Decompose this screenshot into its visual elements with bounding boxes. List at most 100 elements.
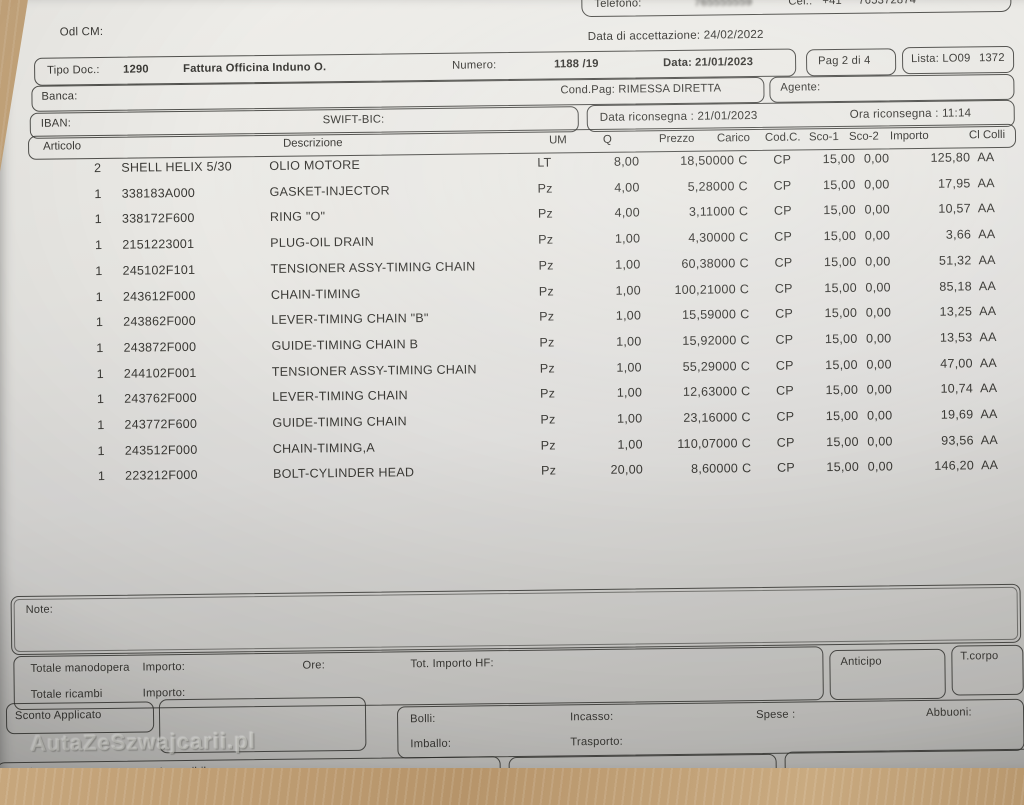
cell-colli: AA [978, 201, 995, 215]
numero-label: Numero: [452, 59, 496, 72]
cell-importo: 93,56 [887, 433, 974, 448]
cell-q: 1,00 [589, 309, 641, 324]
cell-colli: AA [981, 458, 998, 472]
cell-code: 243862F000 [123, 314, 196, 329]
cell-q: 1,00 [591, 437, 643, 452]
note-label: Note: [26, 604, 53, 616]
tot-importo-hf-label: Tot. Importo HF: [410, 657, 494, 670]
col-carico: Carico [717, 132, 750, 144]
cell-carico: C [742, 461, 751, 475]
cell-desc: GASKET-INJECTOR [270, 183, 390, 198]
cell-sco1: 15,00 [805, 280, 857, 295]
cel-value: 765372874 [858, 0, 916, 7]
cell-um: Pz [539, 284, 554, 298]
cell-desc: CHAIN-TIMING [271, 286, 361, 301]
telefono-value: 765555559 [694, 0, 752, 9]
cell-qty: 1 [54, 212, 102, 227]
cell-colli: AA [979, 279, 996, 293]
cell-um: Pz [540, 412, 555, 426]
cell-code: 243772F600 [124, 417, 197, 432]
cell-q: 8,00 [587, 154, 639, 169]
cell-qty: 1 [55, 264, 103, 279]
cell-carico: C [740, 282, 749, 296]
cell-colli: AA [978, 227, 995, 241]
cell-importo: 85,18 [885, 279, 972, 294]
cell-sco1: 15,00 [807, 460, 859, 475]
cell-code: 243762F000 [124, 391, 197, 406]
cell-qty: 1 [54, 238, 102, 253]
lista-value: 1372 [979, 52, 1005, 64]
cell-importo: 17,95 [884, 176, 971, 191]
cell-desc: RING "O" [270, 210, 325, 225]
invoice-content: Telefono: 765555559 Cel.: +41 765372874 … [0, 0, 1024, 774]
cell-colli: AA [980, 356, 997, 370]
cell-um: Pz [538, 207, 553, 221]
cell-colli: AA [980, 381, 997, 395]
cell-prezzo: 15,92000 [639, 333, 736, 348]
cell-codc: CP [776, 384, 794, 398]
cell-code: 243512F000 [125, 443, 198, 458]
cell-colli: AA [979, 304, 996, 318]
note-box: Note: [11, 584, 1022, 655]
cell-prezzo: 110,07000 [641, 436, 738, 451]
cell-sco1: 15,00 [807, 434, 859, 449]
cell-code: 244102F001 [124, 365, 197, 380]
cell-q: 1,00 [589, 334, 641, 349]
cell-colli: AA [980, 407, 997, 421]
cell-qty: 1 [55, 341, 103, 356]
cell-um: Pz [538, 181, 553, 195]
cell-carico: C [741, 410, 750, 424]
cell-codc: CP [774, 255, 792, 269]
cell-code: 338172F600 [122, 211, 195, 226]
cel-label: Cel.: [788, 0, 812, 8]
cell-carico: C [742, 436, 751, 450]
sconto-label: Sconto Applicato [15, 709, 102, 722]
telefono-label: Telefono: [594, 0, 641, 10]
col-descrizione: Descrizione [283, 137, 343, 150]
col-colli: Cl Colli [969, 129, 1005, 141]
cell-importo: 51,32 [884, 253, 971, 268]
cell-codc: CP [777, 435, 795, 449]
cell-qty: 1 [55, 289, 103, 304]
cell-um: Pz [540, 361, 555, 375]
cell-qty: 2 [53, 161, 101, 176]
cell-carico: C [741, 359, 750, 373]
cell-qty: 1 [57, 469, 105, 484]
cell-desc: LEVER-TIMING CHAIN "B" [271, 311, 429, 327]
cell-qty: 1 [54, 187, 102, 202]
cell-importo: 10,74 [886, 382, 973, 397]
cell-codc: CP [774, 230, 792, 244]
importo-manodopera-label: Importo: [142, 661, 185, 674]
cell-importo: 3,66 [884, 227, 971, 242]
incasso-label: Incasso: [570, 711, 613, 724]
cell-carico: C [739, 204, 748, 218]
cell-importo: 47,00 [886, 356, 973, 371]
cell-um: LT [537, 156, 551, 170]
cell-um: Pz [540, 387, 555, 401]
cell-code: 243872F000 [123, 340, 196, 355]
cell-um: Pz [539, 310, 554, 324]
tipo-doc-value: 1290 [123, 63, 149, 75]
cell-q: 1,00 [588, 232, 640, 247]
cell-q: 1,00 [589, 283, 641, 298]
cell-desc: GUIDE-TIMING CHAIN [272, 414, 407, 430]
cell-carico: C [740, 307, 749, 321]
cell-codc: CP [776, 410, 794, 424]
cell-prezzo: 55,29000 [640, 359, 737, 374]
cell-codc: CP [774, 204, 792, 218]
cell-carico: C [739, 179, 748, 193]
cell-sco1: 15,00 [805, 306, 857, 321]
cell-prezzo: 60,38000 [638, 256, 735, 271]
cell-importo: 13,53 [885, 330, 972, 345]
totals-box: Totale manodopera Importo: Ore: Tot. Imp… [13, 646, 824, 710]
cell-codc: CP [775, 332, 793, 346]
cell-prezzo: 23,16000 [640, 410, 737, 425]
cell-sco1: 15,00 [804, 255, 856, 270]
cell-q: 20,00 [591, 463, 643, 478]
col-codc: Cod.C. [765, 131, 801, 143]
cell-code: 2151223001 [122, 237, 194, 252]
cell-colli: AA [981, 433, 998, 447]
cell-code: 223212F000 [125, 468, 198, 483]
cell-colli: AA [977, 150, 994, 164]
cell-desc: LEVER-TIMING CHAIN [272, 389, 408, 405]
